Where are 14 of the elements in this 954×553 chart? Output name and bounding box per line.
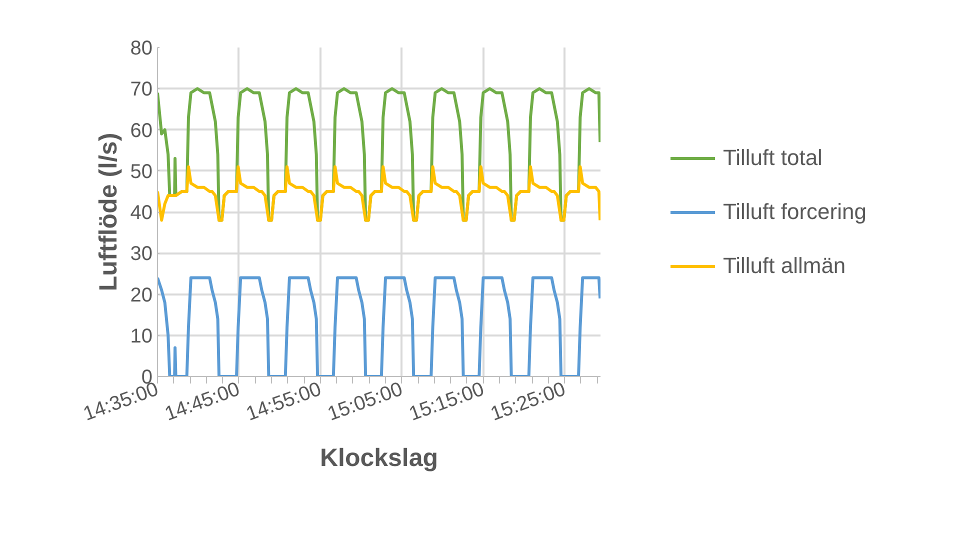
legend-label: Tilluft forcering (723, 198, 866, 224)
legend-label: Tilluft total (723, 144, 822, 170)
y-tick-label: 70 (130, 78, 153, 101)
y-axis-title: Luftflöde (l/s) (94, 132, 122, 292)
y-tick-label: 30 (130, 243, 153, 266)
y-tick-label: 40 (130, 202, 153, 224)
y-tick-label: 50 (130, 160, 153, 183)
y-tick-label: 60 (130, 120, 153, 142)
y-tick-label: 80 (130, 38, 153, 60)
y-tick-label: 20 (130, 284, 153, 306)
legend-label: Tilluft allmän (723, 252, 846, 278)
y-tick-label: 10 (130, 325, 153, 348)
line-series (158, 165, 600, 222)
x-axis-title: Klockslag (320, 444, 438, 472)
